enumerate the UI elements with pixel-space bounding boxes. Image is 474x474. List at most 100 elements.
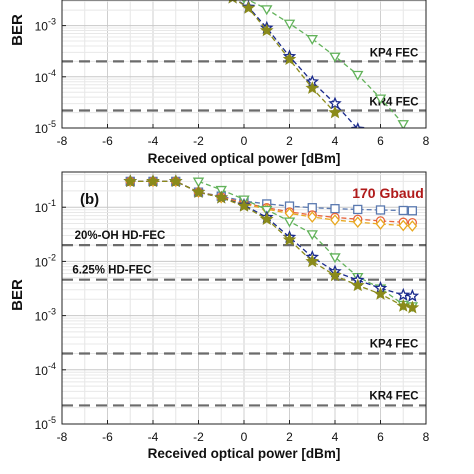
x-tick-label: -4 xyxy=(148,430,159,444)
x-tick-label: 8 xyxy=(423,134,430,148)
diamond-marker xyxy=(398,219,409,232)
diamond-marker xyxy=(352,216,363,228)
star-marker xyxy=(214,190,229,204)
star-marker xyxy=(191,184,206,198)
square-marker xyxy=(375,205,386,215)
x-tick-label: -4 xyxy=(148,134,159,148)
star-marker xyxy=(405,288,420,302)
series-line xyxy=(234,0,336,114)
triangle-marker xyxy=(283,217,296,228)
y-tick-label: 10-4 xyxy=(35,361,56,378)
star-marker xyxy=(373,286,388,300)
square-marker xyxy=(398,205,408,216)
grid xyxy=(61,0,427,129)
threshold-label: 20%-OH HD-FEC xyxy=(75,230,166,242)
triangle-marker xyxy=(397,120,409,128)
panel-label: (b) xyxy=(80,191,99,208)
series-line xyxy=(130,180,413,309)
triangle-marker xyxy=(215,185,227,196)
star-marker xyxy=(328,268,342,282)
threshold-label: 6.25% HD-FEC xyxy=(72,265,151,277)
star-marker xyxy=(123,174,138,188)
triangle-marker xyxy=(192,177,205,188)
threshold-label: KR4 FEC xyxy=(369,96,418,108)
y-tick-exponent: -5 xyxy=(48,415,56,425)
star-marker xyxy=(168,174,183,188)
x-tick-label: 2 xyxy=(286,430,293,444)
y-tick-label: 10-5 xyxy=(35,415,56,432)
x-tick-label: 0 xyxy=(241,134,248,148)
triangle-marker xyxy=(329,52,341,63)
y-tick-exponent: -3 xyxy=(48,307,56,317)
x-tick-label: -2 xyxy=(193,430,204,444)
threshold-label: KR4 FEC xyxy=(369,390,418,402)
series-layer xyxy=(228,0,409,128)
y-axis-label: BER xyxy=(9,279,26,311)
square-marker xyxy=(330,204,340,214)
triangle-marker xyxy=(374,94,387,105)
star-marker xyxy=(305,254,320,268)
fec-thresholds: 20%-OH HD-FEC 6.25% HD-FEC KP4 FEC KR4 FEC xyxy=(62,230,426,407)
x-axis-label: Received optical power [dBm] xyxy=(148,446,341,461)
star-marker xyxy=(305,81,320,94)
triangle-marker xyxy=(283,19,296,30)
x-tick-label: 0 xyxy=(241,430,248,444)
star-marker xyxy=(328,105,342,119)
triangle-marker xyxy=(306,35,318,45)
triangle-marker xyxy=(352,70,364,81)
triangle-marker xyxy=(306,230,318,241)
star-marker xyxy=(350,278,365,292)
star-marker xyxy=(237,198,251,212)
threshold-label: KP4 FEC xyxy=(370,47,419,59)
star-marker xyxy=(259,212,274,226)
x-tick-label: -2 xyxy=(193,134,204,148)
series-line xyxy=(198,180,413,307)
diamond-marker xyxy=(407,220,418,232)
series-layer xyxy=(123,174,420,314)
triangle-marker xyxy=(241,0,247,4)
y-tick-exponent: -3 xyxy=(48,17,56,27)
star-marker xyxy=(282,232,297,246)
star-marker xyxy=(146,174,160,188)
y-tick-label: 10-1 xyxy=(35,198,56,215)
star-marker xyxy=(350,122,365,128)
y-tick-exponent: -1 xyxy=(48,198,56,208)
star-marker xyxy=(396,287,411,301)
square-marker xyxy=(407,206,418,216)
x-tick-label: -6 xyxy=(102,134,113,148)
diamond-marker xyxy=(307,211,318,223)
y-tick-label: 10-5 xyxy=(35,119,56,136)
y-tick-exponent: -2 xyxy=(48,252,56,262)
chart-panel-top: KP4 FEC KR4 FEC -8 -6 -4 -2 0 2 4 6 8 10-3 10-4 10-5… xyxy=(9,0,430,166)
square-marker xyxy=(353,204,363,215)
x-tick-label: 2 xyxy=(286,134,293,148)
y-tick-exponent: -4 xyxy=(48,68,56,78)
x-tick-label: 8 xyxy=(423,430,430,444)
y-tick-exponent: -5 xyxy=(48,119,56,129)
diamond-marker xyxy=(330,214,340,226)
x-tick-label: 6 xyxy=(377,134,384,148)
y-tick-label: 10-3 xyxy=(35,17,56,34)
star-marker xyxy=(241,1,256,14)
threshold-label: KP4 FEC xyxy=(370,338,419,350)
x-tick-label: 4 xyxy=(332,134,339,148)
star-marker xyxy=(259,23,274,37)
y-tick-label: 10-4 xyxy=(35,68,56,85)
star-marker xyxy=(405,300,420,314)
triangle-marker xyxy=(329,253,341,264)
star-marker xyxy=(396,299,411,312)
x-axis-label: Received optical power [dBm] xyxy=(148,151,341,166)
diamond-marker xyxy=(375,218,386,230)
y-axis-label: BER xyxy=(9,14,26,46)
triangle-marker xyxy=(261,5,273,16)
x-tick-label: -8 xyxy=(57,134,68,148)
chart-title: 170 Gbaud xyxy=(352,185,424,201)
star-marker xyxy=(282,52,297,65)
x-tick-label: 4 xyxy=(332,430,339,444)
y-tick-label: 10-3 xyxy=(35,307,56,324)
y-tick-label: 10-2 xyxy=(35,252,56,269)
ticks: -8 -6 -4 -2 0 2 4 6 8 10-3 10-4 10-5 xyxy=(35,17,430,148)
y-tick-exponent: -4 xyxy=(48,361,56,371)
